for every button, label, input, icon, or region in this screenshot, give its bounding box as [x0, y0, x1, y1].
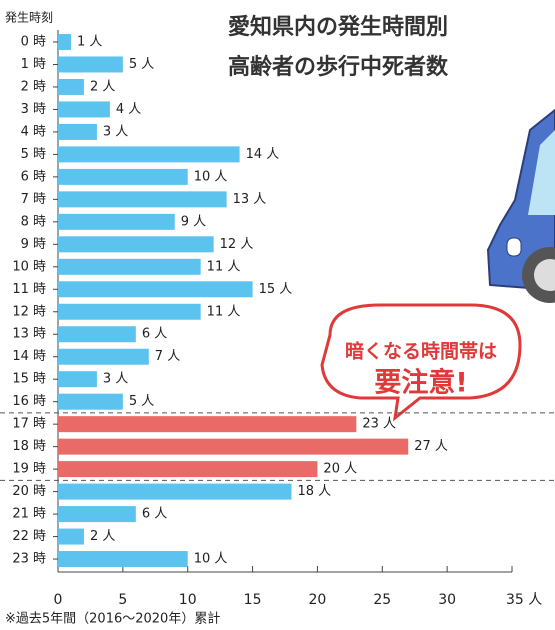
bar [58, 281, 253, 297]
callout-text: 暗くなる時間帯は [345, 340, 497, 363]
bar [58, 259, 201, 275]
y-tick-label: 9 時 [21, 237, 46, 252]
y-tick-label: 1 時 [21, 57, 46, 72]
value-label: 3 人 [103, 372, 128, 387]
bar [58, 79, 84, 95]
y-tick-label: 18 時 [12, 439, 46, 454]
bar [58, 439, 408, 455]
value-label: 5 人 [129, 57, 154, 72]
bar [58, 56, 123, 72]
y-tick-label: 6 時 [21, 169, 46, 184]
value-label: 18 人 [297, 484, 331, 499]
value-label: 5 人 [129, 394, 154, 409]
y-tick-label: 10 時 [12, 259, 46, 274]
callout-text: 要注意! [374, 367, 467, 399]
value-label: 4 人 [116, 102, 141, 117]
value-label: 2 人 [90, 529, 115, 544]
bar [58, 529, 84, 545]
value-label: 3 人 [103, 124, 128, 139]
y-tick-label: 11 時 [12, 282, 46, 297]
y-tick-label: 7 時 [21, 192, 46, 207]
title-line: 愛知県内の発生時間別 [228, 14, 448, 40]
y-tick-label: 20 時 [12, 484, 46, 499]
y-tick-label: 14 時 [12, 349, 46, 364]
bar [58, 394, 123, 410]
bar [58, 191, 227, 207]
bar [58, 349, 149, 365]
x-tick-label: 10 [179, 592, 197, 608]
bar [58, 304, 201, 320]
y-tick-label: 5 時 [21, 147, 46, 162]
value-label: 7 人 [155, 349, 180, 364]
value-label: 12 人 [220, 237, 254, 252]
value-label: 23 人 [362, 417, 396, 432]
value-label: 2 人 [90, 79, 115, 94]
y-axis-label: 発生時刻 [5, 11, 53, 25]
y-tick-label: 15 時 [12, 372, 46, 387]
y-tick-label: 12 時 [12, 304, 46, 319]
x-tick-label: 25 [373, 592, 391, 608]
x-tick-label: 20 [309, 592, 327, 608]
car-illustration [488, 110, 555, 303]
y-tick-label: 19 時 [12, 462, 46, 477]
chart: 愛知県内の発生時間別 高齢者の歩行中死者数 発生時刻 暗くなる時間帯は 要注意!… [0, 0, 555, 630]
value-label: 10 人 [194, 169, 228, 184]
title-line: 高齢者の歩行中死者数 [228, 54, 449, 80]
bar [58, 146, 240, 162]
value-label: 9 人 [181, 214, 206, 229]
value-label: 10 人 [194, 552, 228, 567]
bar [58, 551, 188, 567]
y-tick-label: 23 時 [12, 552, 46, 567]
bar [58, 371, 97, 387]
x-tick-label: 15 [244, 592, 262, 608]
y-tick-label: 8 時 [21, 214, 46, 229]
bar [58, 34, 71, 50]
bar [58, 124, 97, 140]
value-label: 27 人 [414, 439, 448, 454]
y-tick-label: 22 時 [12, 529, 46, 544]
value-label: 20 人 [323, 462, 357, 477]
bar [58, 326, 136, 342]
x-tick-label: 30 [438, 592, 456, 608]
y-tick-label: 2 時 [21, 79, 46, 94]
y-tick-label: 16 時 [12, 394, 46, 409]
y-tick-label: 17 時 [12, 417, 46, 432]
value-label: 11 人 [207, 259, 241, 274]
bar [58, 101, 110, 117]
value-label: 1 人 [77, 35, 102, 50]
x-tick-label: 35 人 [506, 592, 542, 608]
y-tick-label: 3 時 [21, 102, 46, 117]
bar [58, 506, 136, 522]
y-tick-label: 21 時 [12, 507, 46, 522]
bar [58, 214, 175, 230]
value-label: 14 人 [246, 147, 280, 162]
bar [58, 461, 317, 477]
x-tick-label: 0 [54, 592, 63, 608]
bar [58, 416, 356, 432]
x-tick-label: 5 [118, 592, 127, 608]
bar [58, 236, 214, 252]
y-tick-label: 0 時 [21, 35, 46, 50]
value-label: 13 人 [233, 192, 267, 207]
bar [58, 169, 188, 185]
y-tick-label: 4 時 [21, 124, 46, 139]
bar [58, 484, 291, 500]
footnote: ※過去5年間（2016〜2020年）累計 [5, 611, 220, 627]
value-label: 6 人 [142, 507, 167, 522]
value-label: 6 人 [142, 327, 167, 342]
value-label: 15 人 [259, 282, 293, 297]
y-tick-label: 13 時 [12, 327, 46, 342]
value-label: 11 人 [207, 304, 241, 319]
